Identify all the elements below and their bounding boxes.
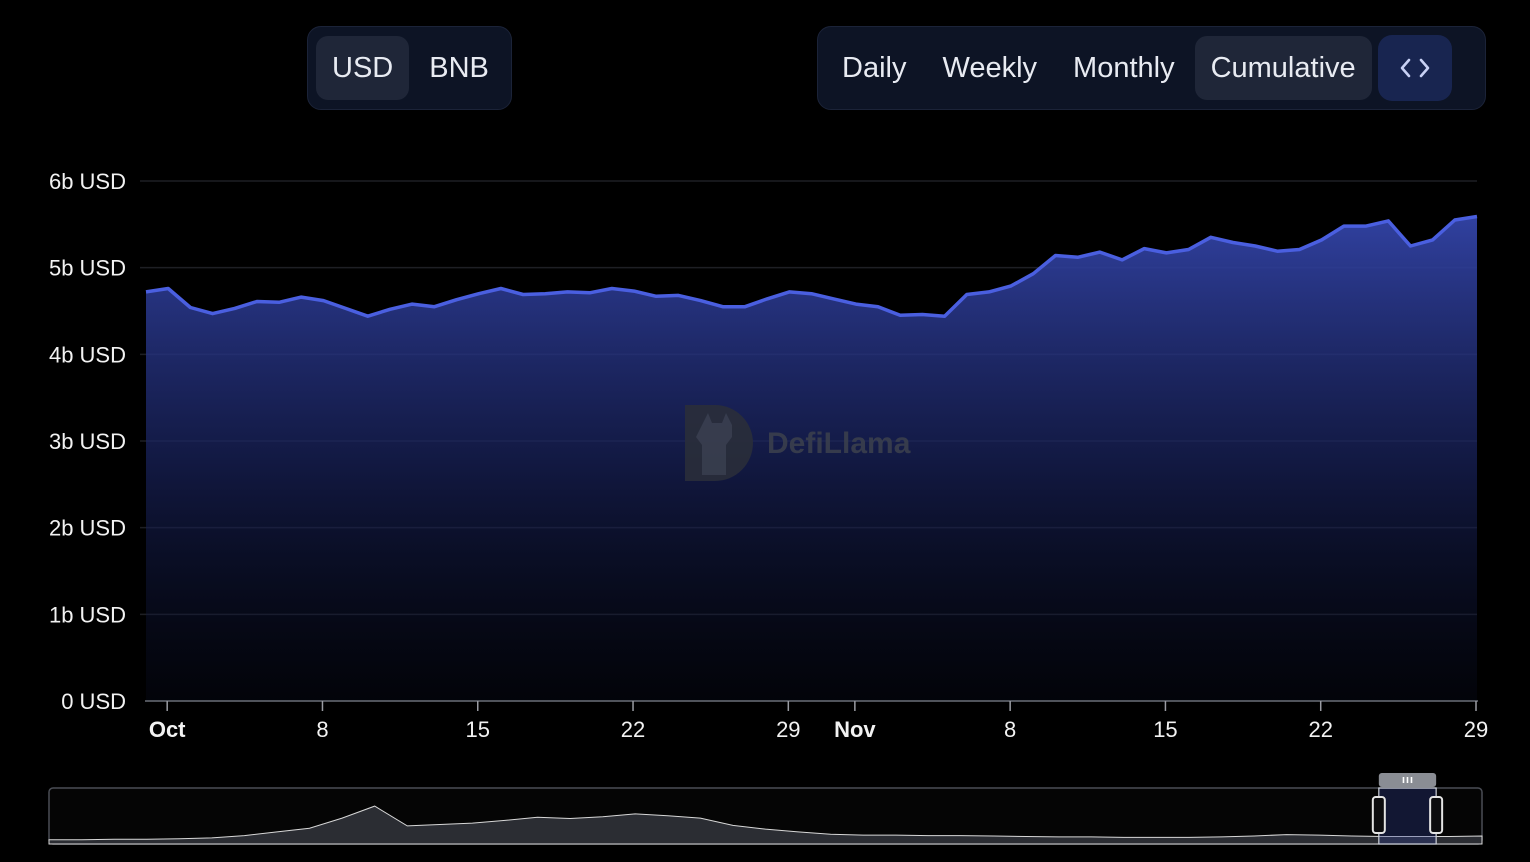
brush-handle-right[interactable] bbox=[1429, 796, 1444, 834]
x-tick-label: 29 bbox=[1464, 717, 1488, 742]
x-tick-label: 29 bbox=[776, 717, 800, 742]
y-tick-label: 6b USD bbox=[49, 169, 126, 194]
series-area bbox=[145, 214, 1478, 701]
brush-handle-left[interactable] bbox=[1371, 796, 1386, 834]
llama-logo-icon bbox=[685, 405, 753, 481]
weekly-button[interactable]: Weekly bbox=[942, 52, 1038, 84]
x-axis: Oct 8 15 22 29 Nov 8 15 22 29 bbox=[145, 700, 1488, 742]
x-tick-label: 15 bbox=[466, 717, 490, 742]
x-tick-label: 22 bbox=[621, 717, 645, 742]
range-brush[interactable] bbox=[48, 773, 1483, 845]
x-tick-label: 8 bbox=[1004, 717, 1016, 742]
watermark-text: DefiLlama bbox=[767, 427, 911, 460]
monthly-button[interactable]: Monthly bbox=[1073, 52, 1175, 84]
y-tick-label: 5b USD bbox=[49, 256, 126, 281]
y-tick-label: 4b USD bbox=[49, 342, 126, 367]
series-line bbox=[145, 214, 1478, 318]
y-tick-label: 1b USD bbox=[49, 602, 126, 627]
x-tick-label: Oct bbox=[149, 717, 186, 742]
overview-area bbox=[48, 805, 1483, 845]
embed-button[interactable] bbox=[1377, 35, 1452, 101]
daily-button[interactable]: Daily bbox=[842, 52, 907, 84]
area-fill bbox=[146, 216, 1477, 701]
y-tick-label: 0 USD bbox=[61, 689, 126, 714]
x-tick-label: Nov bbox=[834, 717, 876, 742]
cumulative-button[interactable]: Cumulative bbox=[1194, 36, 1372, 100]
brush-selection[interactable] bbox=[1378, 787, 1437, 845]
bnb-button[interactable]: BNB bbox=[429, 52, 489, 84]
code-brackets-icon bbox=[1400, 58, 1429, 78]
x-tick-label: 15 bbox=[1153, 717, 1177, 742]
denomination-toggle: USD BNB bbox=[307, 26, 512, 110]
y-tick-label: 2b USD bbox=[49, 516, 126, 541]
y-tick-label: 3b USD bbox=[49, 429, 126, 454]
watermark: DefiLlama bbox=[685, 405, 911, 481]
period-toggle: Daily Weekly Monthly Cumulative bbox=[817, 26, 1486, 110]
y-axis: 0 USD 1b USD 2b USD 3b USD 4b USD 5b USD 6b US… bbox=[49, 169, 126, 714]
x-tick-label: 8 bbox=[316, 717, 328, 742]
x-tick-label: 22 bbox=[1308, 717, 1332, 742]
usd-button[interactable]: USD bbox=[316, 36, 410, 100]
